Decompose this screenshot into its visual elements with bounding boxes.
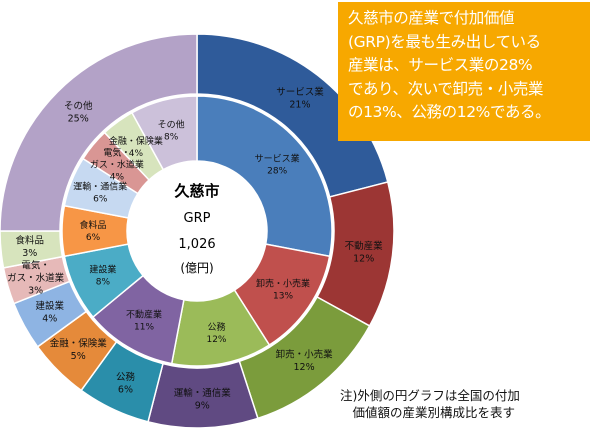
inner-label-public-service: 公務 12% — [206, 321, 226, 345]
outer-slice-other — [0, 33, 198, 232]
inner-slice-service — [196, 95, 333, 258]
inner-label-wholesale-retail: 卸売・小売業 13% — [256, 277, 310, 301]
center-line2: 1,026 — [178, 237, 215, 252]
slice-labels: サービス業 21% 不動産業 12% 卸売・小売業 12% 運輸・通信業 9% 公務 6% 金融・保… — [7, 86, 383, 411]
inner-label-construction: 建設業 8% — [89, 263, 116, 287]
center-title: 久慈市 — [174, 182, 219, 200]
outer-label-service: サービス業 21% — [276, 86, 324, 111]
outer-label-finance-insurance: 金融・保険業 5% — [50, 338, 108, 363]
outer-label-transport-comm: 運輸・通信業 9% — [174, 387, 232, 412]
inner-label-real-estate: 不動産業 11% — [126, 309, 162, 333]
footnote: 注)外側の円グラフは全国の付加 価値額の産業別構成比を表す — [340, 388, 520, 420]
outer-label-public-service: 公務 6% — [116, 371, 136, 396]
inner-label-other: その他 8% — [158, 118, 185, 142]
inner-label-finance-insurance: 金融・保険業 4% — [109, 135, 163, 159]
outer-label-construction: 建設業 4% — [36, 300, 65, 325]
inner-label-service: サービス業 28% — [255, 153, 300, 177]
outer-label-real-estate: 不動産業 12% — [345, 240, 384, 265]
center-hole — [128, 162, 266, 300]
center-line1: GRP — [184, 211, 211, 226]
callout-box: 久慈市の産業で付加価値 (GRP)を最も生み出している 産業は、サービス業の28… — [338, 2, 590, 141]
outer-label-food: 食料品 3% — [15, 235, 44, 260]
outer-label-other: その他 25% — [64, 100, 93, 125]
inner-label-utilities: 電気・ガス・水道業 4% — [90, 147, 144, 183]
outer-label-utilities: 電気・ガス・水道業 3% — [7, 260, 65, 297]
inner-label-transport-comm: 運輸・通信業 6% — [73, 181, 127, 205]
center-line3: (億円) — [180, 261, 213, 275]
outer-label-wholesale-retail: 卸売・小売業 12% — [276, 348, 334, 373]
inner-slice-other — [130, 95, 198, 171]
outer-ring — [0, 33, 395, 429]
inner-label-food: 食料品 6% — [79, 219, 106, 243]
inner-ring — [61, 95, 333, 367]
